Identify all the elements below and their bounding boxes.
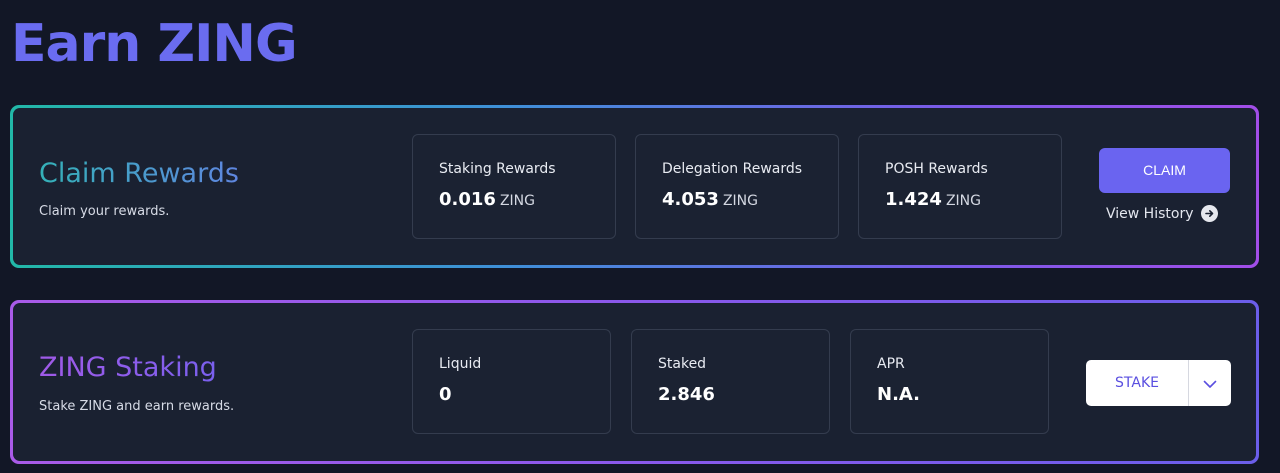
liquid-stat: Liquid 0 [412, 329, 611, 434]
stat-value: 2.846 [658, 384, 715, 405]
stat-label: Delegation Rewards [662, 161, 803, 177]
stat-value: 1.424 ZING [885, 189, 981, 210]
stake-button-group: STAKE [1086, 360, 1231, 406]
arrow-right-circle-icon [1201, 205, 1219, 222]
posh-rewards-stat: POSH Rewards 1.424 ZING [858, 134, 1062, 239]
stake-dropdown-button[interactable] [1189, 360, 1231, 406]
stat-amount: 4.053 [662, 189, 719, 210]
staked-stat: Staked 2.846 [631, 329, 830, 434]
delegation-rewards-stat: Delegation Rewards 4.053 ZING [635, 134, 839, 239]
zing-staking-card: ZING Staking Stake ZING and earn rewards… [10, 300, 1259, 464]
chevron-down-icon [1203, 374, 1217, 393]
claim-rewards-title: Claim Rewards [39, 158, 239, 189]
claim-rewards-subtitle: Claim your rewards. [39, 204, 170, 219]
zing-staking-subtitle: Stake ZING and earn rewards. [39, 399, 235, 414]
view-history-label: View History [1106, 205, 1194, 222]
stat-value: 0.016 ZING [439, 189, 535, 210]
claim-rewards-card: Claim Rewards Claim your rewards. Stakin… [10, 105, 1259, 268]
stat-label: Liquid [439, 356, 482, 372]
view-history-link[interactable]: View History [1106, 205, 1219, 222]
stat-label: Staking Rewards [439, 161, 556, 177]
stat-value: 4.053 ZING [662, 189, 758, 210]
stake-button[interactable]: STAKE [1086, 360, 1189, 406]
apr-stat: APR N.A. [850, 329, 1049, 434]
page-title: Earn ZING [11, 14, 298, 74]
stat-label: Staked [658, 356, 707, 372]
stat-value: 0 [439, 384, 452, 405]
stat-amount: 1.424 [885, 189, 942, 210]
stat-amount: 0.016 [439, 189, 496, 210]
stat-label: APR [877, 356, 905, 372]
stat-unit: ZING [945, 193, 981, 209]
stat-unit: ZING [499, 193, 535, 209]
zing-staking-title: ZING Staking [39, 352, 217, 383]
stat-value: N.A. [877, 384, 921, 405]
stat-label: POSH Rewards [885, 161, 988, 177]
claim-button[interactable]: CLAIM [1099, 148, 1230, 193]
staking-rewards-stat: Staking Rewards 0.016 ZING [412, 134, 616, 239]
stat-unit: ZING [722, 193, 758, 209]
